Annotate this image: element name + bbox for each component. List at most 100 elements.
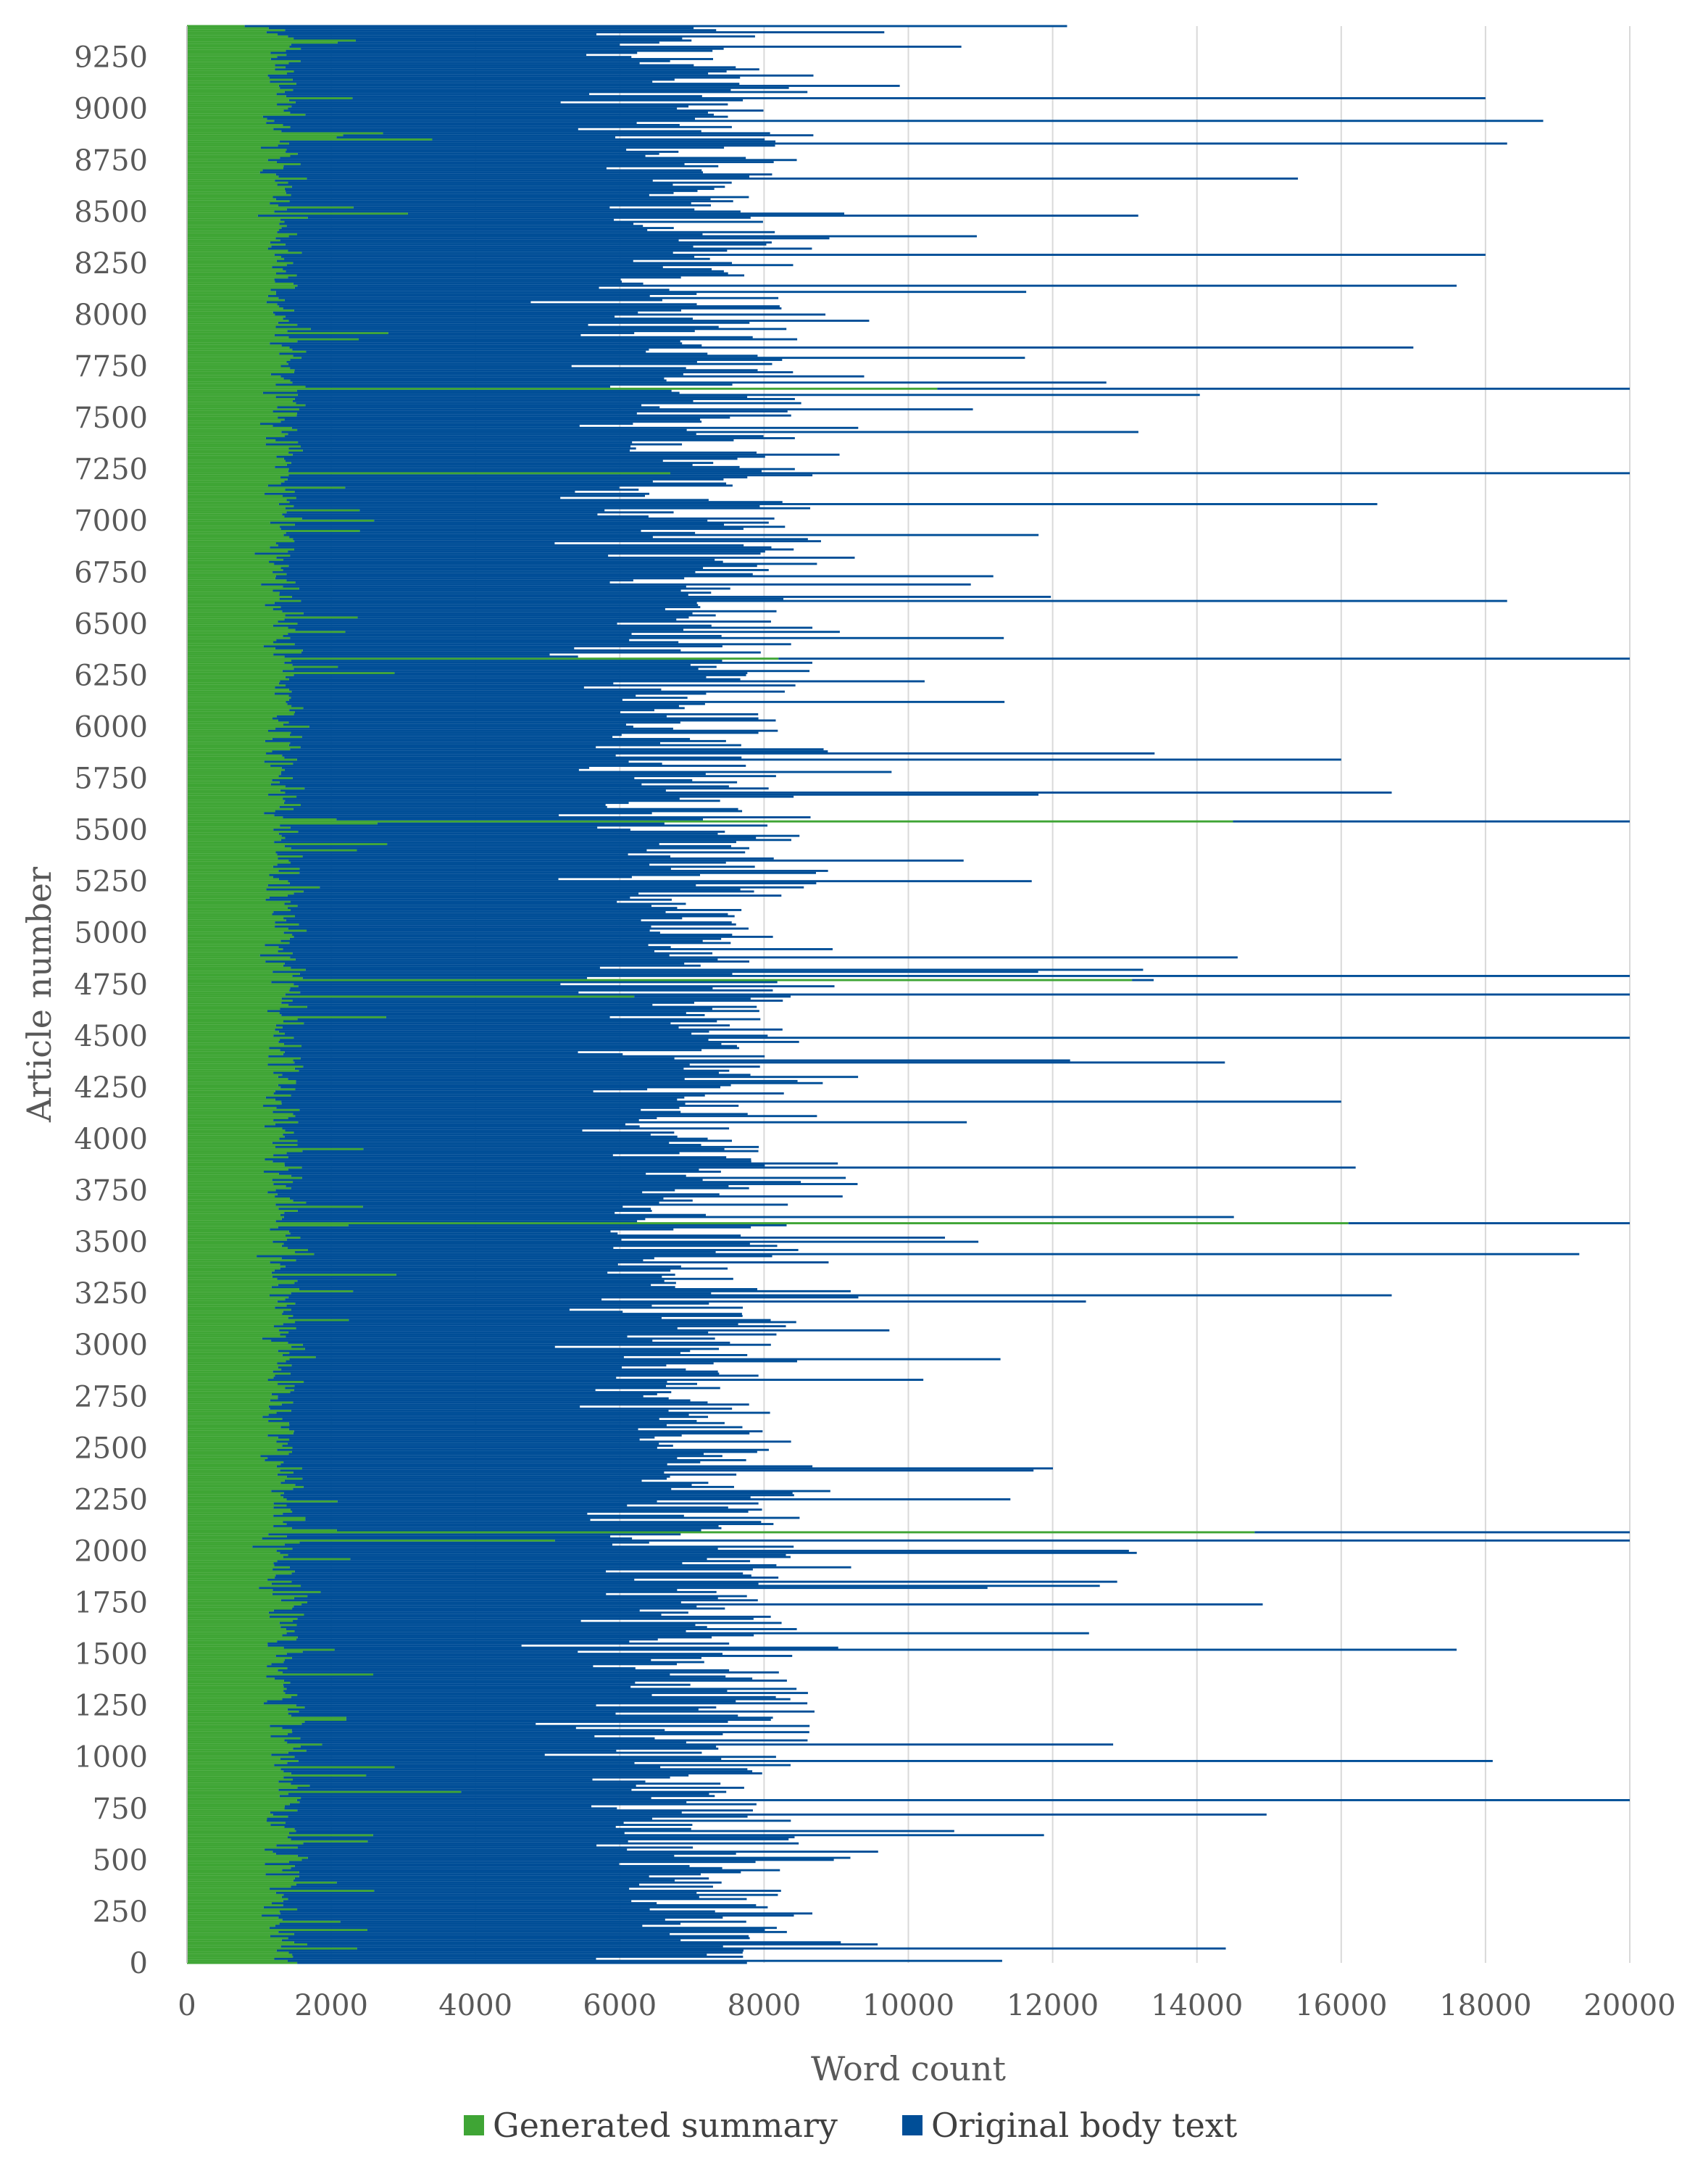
bar-generated-summary-2510 [187, 1445, 283, 1447]
bar-generated-summary-7720 [187, 371, 294, 373]
bar-original-body-text-4020 [283, 1133, 651, 1136]
bar-original-body-text-1080 [284, 1739, 808, 1742]
bar-generated-summary-840 [187, 1788, 279, 1791]
bar-generated-summary-4670 [187, 1000, 293, 1002]
bar-generated-summary-4820 [187, 968, 306, 971]
bar-generated-summary-4980 [187, 935, 294, 938]
bar-original-body-text-3000 [302, 1343, 771, 1346]
bar-generated-summary-6620 [187, 597, 280, 600]
bar-original-body-text-6360 [301, 651, 761, 654]
bar-generated-summary-4700 [187, 993, 286, 996]
bar-original-body-text-6730 [275, 575, 994, 578]
bar-generated-summary-7080 [187, 503, 279, 505]
bar-original-body-text-890 [292, 1778, 593, 1781]
bar-original-body-text-7660 [275, 383, 733, 386]
bar-generated-summary-4850 [187, 962, 285, 965]
bar-generated-summary-1730 [187, 1605, 294, 1608]
bar-generated-summary-9060 [187, 95, 286, 98]
bar-generated-summary-1320 [187, 1690, 284, 1693]
bar-original-body-text-8530 [278, 204, 712, 207]
bar-original-body-text-4970 [289, 937, 722, 940]
bar-generated-summary-4840 [187, 964, 283, 967]
bar-generated-summary-1750 [187, 1601, 307, 1604]
bar-original-body-text-1580 [297, 1636, 712, 1639]
bar-generated-summary-2780 [187, 1389, 294, 1392]
bar-original-body-text-2610 [289, 1424, 667, 1427]
bar-generated-summary-5160 [187, 898, 266, 901]
bar-generated-summary-560 [187, 1846, 298, 1849]
bar-generated-summary-2200 [187, 1508, 291, 1511]
bar-original-body-text-2450 [267, 1457, 678, 1460]
bar-original-body-text-970 [287, 1761, 635, 1764]
bar-original-body-text-3480 [281, 1245, 778, 1247]
bar-original-body-text-6960 [280, 528, 744, 531]
bar-original-body-text-8890 [281, 130, 701, 133]
bar-original-body-text-1570 [296, 1638, 658, 1641]
bar-original-body-text-5860 [282, 754, 616, 757]
bar-generated-summary-4110 [187, 1115, 296, 1118]
bar-original-body-text-8930 [266, 122, 637, 125]
bar-original-body-text-5280 [269, 873, 701, 876]
bar-generated-summary-3880 [187, 1162, 285, 1165]
bar-generated-summary-2290 [187, 1490, 272, 1492]
bar-generated-summary-7990 [187, 315, 286, 318]
bar-generated-summary-3400 [187, 1261, 270, 1263]
bar-generated-summary-8350 [187, 241, 270, 244]
bar-original-body-text-4050 [282, 1127, 730, 1130]
bar-original-body-text-4660 [281, 1001, 694, 1004]
bar-generated-summary-4460 [187, 1042, 284, 1045]
bar-generated-summary-3600 [187, 1220, 276, 1223]
bar-original-body-text-4800 [299, 973, 733, 976]
bar-original-body-text-4080 [298, 1121, 967, 1124]
bar-generated-summary-5500 [187, 829, 274, 831]
bar-original-body-text-1610 [294, 1629, 686, 1632]
bar-original-body-text-4840 [283, 964, 701, 967]
bar-original-body-text-5930 [265, 739, 726, 742]
bar-generated-summary-6960 [187, 528, 281, 531]
bar-generated-summary-2500 [187, 1446, 293, 1449]
bar-generated-summary-4920 [187, 948, 283, 950]
bar-original-body-text-620 [372, 1834, 1044, 1837]
bar-generated-summary-2900 [187, 1364, 292, 1367]
bar-original-body-text-7400 [265, 437, 795, 439]
bar-original-body-text-9040 [288, 99, 744, 101]
bar-original-body-text-3130 [288, 1316, 662, 1319]
bar-original-body-text-4010 [284, 1135, 678, 1138]
bar-generated-summary-6420 [187, 639, 277, 642]
bar-original-body-text-8900 [273, 128, 578, 130]
bar-generated-summary-5910 [187, 744, 289, 747]
legend-swatch-generated-summary [464, 2115, 484, 2135]
bar-generated-summary-5550 [187, 818, 337, 821]
bar-original-body-text-1730 [293, 1605, 697, 1608]
bar-generated-summary-2990 [187, 1345, 292, 1348]
bar-original-body-text-8400 [277, 231, 775, 233]
bar-original-body-text-7900 [274, 333, 581, 336]
bar-original-body-text-3170 [291, 1308, 570, 1311]
y-tick-label: 750 [93, 1793, 148, 1826]
bar-original-body-text-8750 [267, 159, 797, 162]
bar-generated-summary-3810 [187, 1176, 302, 1179]
bar-generated-summary-730 [187, 1811, 270, 1814]
bar-generated-summary-8510 [187, 208, 287, 211]
bar-original-body-text-5220 [320, 886, 804, 889]
bar-original-body-text-7850 [281, 344, 702, 347]
bar-original-body-text-5980 [267, 729, 778, 732]
bar-generated-summary-500 [187, 1859, 302, 1861]
bar-generated-summary-4550 [187, 1024, 276, 1027]
bar-generated-summary-6480 [187, 626, 288, 629]
bar-generated-summary-8180 [187, 276, 288, 279]
bar-generated-summary-8330 [187, 245, 272, 248]
bar-generated-summary-9230 [187, 59, 301, 62]
bar-generated-summary-3140 [187, 1314, 293, 1317]
bar-generated-summary-4420 [187, 1051, 285, 1054]
bar-generated-summary-3860 [187, 1166, 302, 1169]
bar-generated-summary-8820 [187, 144, 278, 147]
bar-generated-summary-8040 [187, 305, 280, 308]
bar-original-body-text-6690 [261, 583, 971, 586]
bar-generated-summary-680 [187, 1822, 286, 1824]
y-tick-label: 5500 [74, 814, 148, 847]
bar-original-body-text-8410 [279, 228, 648, 231]
bar-generated-summary-2540 [187, 1438, 290, 1441]
bar-generated-summary-4020 [187, 1133, 283, 1136]
